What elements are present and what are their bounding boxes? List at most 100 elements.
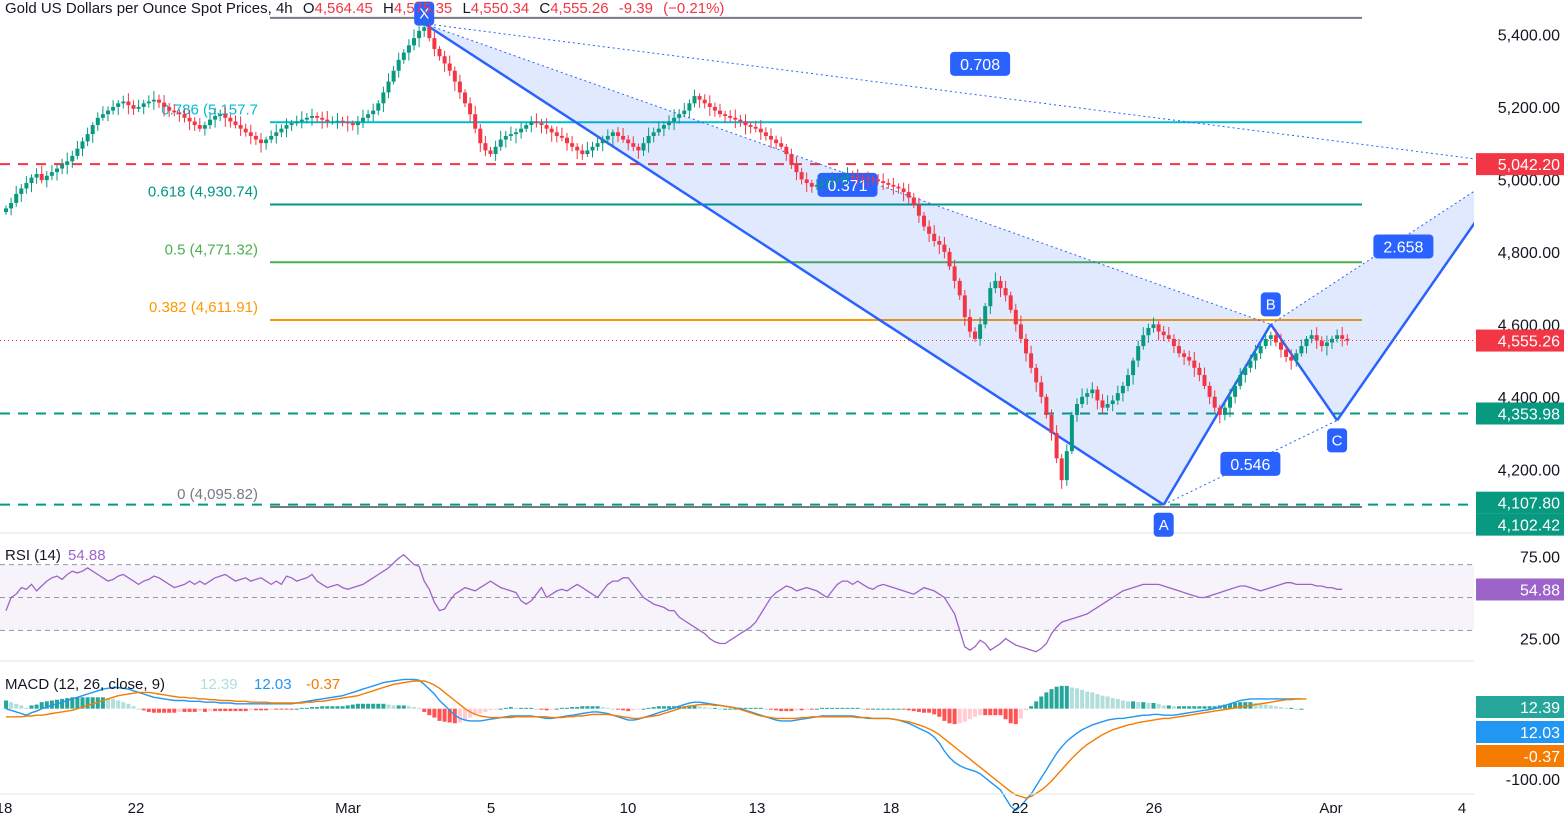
candle-body <box>758 128 763 133</box>
candle-body <box>192 121 197 126</box>
candle-body <box>712 106 717 111</box>
macd-histogram-bar <box>539 708 544 710</box>
macd-histogram-bar <box>916 708 921 712</box>
candle-body <box>1279 342 1283 350</box>
macd-histogram-bar <box>85 697 90 709</box>
pattern-ratio-label: 2.658 <box>1383 239 1423 256</box>
candle-body <box>1126 375 1130 386</box>
macd-histogram-bar <box>1095 694 1100 709</box>
macd-histogram-bar <box>942 708 947 721</box>
candle-body <box>355 121 360 126</box>
candle-body <box>223 114 228 118</box>
macd-histogram-bar <box>111 698 116 709</box>
time-tick-label: 26 <box>1146 800 1163 813</box>
macd-histogram-bar <box>876 708 881 710</box>
macd-histogram-bar <box>636 708 641 710</box>
macd-histogram-bar <box>60 698 65 709</box>
macd-histogram-bar <box>39 702 44 709</box>
candle-body <box>927 226 932 234</box>
macd-histogram-bar <box>748 707 753 709</box>
candle-body <box>95 117 100 126</box>
macd-histogram-bar <box>1075 688 1079 709</box>
candle-body <box>1024 338 1028 354</box>
candle-body <box>55 168 59 173</box>
price-tag-bg <box>1476 329 1564 352</box>
candle-body <box>1212 396 1217 408</box>
candle-body <box>763 132 768 136</box>
macd-histogram-bar <box>167 708 172 713</box>
candle-body <box>381 92 386 104</box>
candle-body <box>1141 335 1146 347</box>
candle-body <box>498 139 503 147</box>
macd-histogram-bar <box>192 708 197 712</box>
macd-histogram-bar <box>922 708 926 713</box>
macd-histogram-bar <box>325 706 330 709</box>
candle-body <box>330 121 335 123</box>
pattern-ratio-line <box>424 23 1516 165</box>
candle-body <box>1013 309 1018 325</box>
macd-histogram-bar <box>274 708 279 710</box>
macd-histogram-bar <box>779 708 784 712</box>
candle-body <box>891 184 896 187</box>
candle-body <box>1273 335 1278 343</box>
macd-tick-label: -100.00 <box>1506 772 1560 789</box>
candle-body <box>248 132 253 136</box>
macd-histogram-bar <box>187 708 192 712</box>
time-tick-label: 18 <box>0 800 12 813</box>
candle-body <box>1268 335 1273 339</box>
candle-body <box>1248 360 1253 368</box>
candle-body <box>631 143 636 147</box>
candle-body <box>361 117 365 122</box>
candle-body <box>570 143 575 147</box>
fib-level-label: 0 (4,095.82) <box>177 486 258 503</box>
time-axis[interactable]: 18 22 Mar 5 10 13 18 22 26 Apr 4 <box>0 793 1474 817</box>
macd-histogram-bar <box>605 707 610 709</box>
macd-histogram-bar <box>350 704 355 709</box>
fibonacci-retracement[interactable]: 0.786 (5,157.7 0.618 (4,930.74) 0.5 (4,771… <box>148 16 1362 509</box>
candle-body <box>784 146 789 155</box>
rsi-title: RSI (14) <box>5 547 61 564</box>
candle-body <box>473 114 478 129</box>
candle-body <box>998 280 1003 289</box>
candle-body <box>549 128 554 133</box>
candle-body <box>1044 396 1049 415</box>
macd-histogram-bar <box>259 708 263 711</box>
pattern-ratio-badge <box>1373 234 1434 259</box>
macd-histogram-bar <box>820 707 824 709</box>
macd-line <box>5 678 1302 812</box>
macd-histogram-bar <box>687 705 692 709</box>
candle-body <box>19 188 24 194</box>
macd-histogram-bar <box>733 708 738 710</box>
candle-body <box>106 110 110 115</box>
price-tag-bg <box>1476 153 1564 176</box>
candle-body <box>44 175 49 181</box>
macd-histogram-bar <box>784 708 789 712</box>
candle-body <box>916 204 921 216</box>
macd-histogram-bar <box>794 708 799 711</box>
macd-histogram-bar <box>488 708 493 711</box>
macd-histogram-bar <box>228 708 233 712</box>
candle-body <box>600 139 605 144</box>
candle-body <box>264 139 269 144</box>
candle-body <box>157 99 161 103</box>
candle-body <box>901 188 906 193</box>
macd-histogram-bar <box>825 707 830 709</box>
macd-histogram-bar <box>208 708 212 712</box>
candle-body <box>565 137 569 144</box>
macd-histogram-bar <box>1228 703 1232 709</box>
time-tick-label: 18 <box>883 800 900 813</box>
price-axis[interactable]: 5,400.005,200.005,000.004,800.004,600.00… <box>1474 0 1566 813</box>
candle-body <box>850 175 855 177</box>
macd-histogram-bar <box>677 706 682 709</box>
macd-histogram-bar <box>988 708 993 716</box>
macd-histogram-bar <box>1182 706 1187 709</box>
ohlc-low: L4,550.34 <box>462 0 530 17</box>
candle-body <box>554 132 559 136</box>
macd-histogram-bar <box>1049 689 1054 709</box>
macd-histogram-bar <box>544 708 549 711</box>
pattern-triangle-xab <box>424 23 1271 505</box>
candle-body <box>70 155 75 162</box>
candle-body <box>1064 451 1069 481</box>
